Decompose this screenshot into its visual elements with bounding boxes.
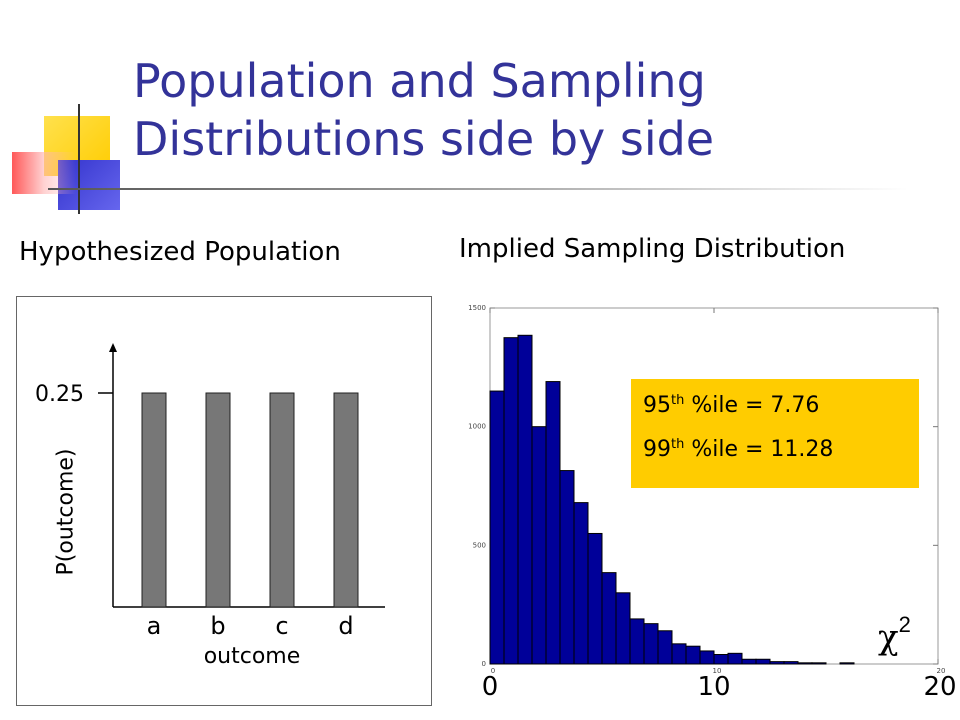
population-x-axis-label: outcome xyxy=(203,644,301,669)
histogram-bar xyxy=(615,592,631,665)
histogram-bar xyxy=(629,618,645,665)
population-category-label: d xyxy=(338,612,354,640)
histogram-bar xyxy=(489,390,505,665)
histogram-bar xyxy=(755,658,771,665)
sampling-y-tick-label: 0 xyxy=(482,660,486,668)
sampling-y-tick-label: 1000 xyxy=(468,423,486,431)
slide-logo xyxy=(0,0,140,230)
percentile-95-line: 95th %ile = 7.76 xyxy=(643,391,919,435)
population-category-label: c xyxy=(275,612,289,640)
sampling-heading: Implied Sampling Distribution xyxy=(459,234,846,264)
chi-exponent: 2 xyxy=(898,612,911,637)
population-y-axis-arrow xyxy=(109,343,117,352)
sampling-x-tick-label: 10 xyxy=(697,672,731,702)
slide-title-line1: Population and Sampling xyxy=(133,54,706,108)
histogram-bar xyxy=(573,502,589,665)
percentile-95-ordinal: 95 xyxy=(643,393,671,418)
percentile-99-line: 99th %ile = 11.28 xyxy=(643,435,919,479)
logo-red-square xyxy=(12,152,76,194)
histogram-bar xyxy=(741,658,757,665)
population-category-label: a xyxy=(146,612,162,640)
chi-symbol: χ xyxy=(878,617,899,658)
chi-squared-symbol: χ2 xyxy=(878,612,911,658)
histogram-bar xyxy=(671,643,687,665)
title-underline xyxy=(48,188,908,190)
histogram-bar xyxy=(587,532,603,665)
histogram-bar xyxy=(531,426,547,665)
histogram-bar xyxy=(657,630,673,665)
histogram-bar xyxy=(713,654,729,665)
histogram-bar xyxy=(839,662,855,665)
sampling-x-tick-small-label: 10 xyxy=(713,667,722,675)
histogram-bar xyxy=(797,662,813,665)
histogram-bar xyxy=(517,334,533,665)
population-y-tick-label: 0.25 xyxy=(35,382,84,407)
histogram-bar xyxy=(559,470,575,665)
histogram-bar xyxy=(503,337,519,665)
histogram-bar xyxy=(545,381,561,665)
histogram-bar xyxy=(643,623,659,665)
population-bar xyxy=(205,392,231,608)
percentile-99-suffix: th xyxy=(671,437,685,452)
sampling-x-tick-label: 20 xyxy=(923,672,957,702)
percentile-99-ordinal: 99 xyxy=(643,437,671,462)
population-bar xyxy=(141,392,167,608)
population-bar xyxy=(269,392,295,608)
histogram-bar xyxy=(699,650,715,665)
population-bar xyxy=(333,392,359,608)
histogram-bar xyxy=(727,652,743,665)
sampling-x-tick-small-label: 0 xyxy=(491,667,495,675)
histogram-bar xyxy=(769,661,785,665)
histogram-bar xyxy=(811,662,827,665)
histogram-bar xyxy=(685,645,701,665)
sampling-y-tick-label: 500 xyxy=(473,541,486,549)
histogram-bar xyxy=(783,661,799,665)
population-heading: Hypothesized Population xyxy=(19,237,341,267)
percentile-99-text: %ile = 11.28 xyxy=(684,437,834,462)
sampling-y-tick-label: 1500 xyxy=(468,304,486,312)
percentile-95-suffix: th xyxy=(671,393,685,408)
histogram-bar xyxy=(601,572,617,665)
slide-title-line2: Distributions side by side xyxy=(133,112,715,166)
slide-title: Population and Sampling Distributions si… xyxy=(133,52,933,168)
sampling-x-tick-small-label: 20 xyxy=(937,667,946,675)
sampling-x-tick-label: 0 xyxy=(481,672,499,702)
percentile-callout: 95th %ile = 7.76 99th %ile = 11.28 xyxy=(631,379,919,488)
logo-vertical-line xyxy=(78,104,80,214)
percentile-95-text: %ile = 7.76 xyxy=(684,393,820,418)
population-category-label: b xyxy=(210,612,226,640)
